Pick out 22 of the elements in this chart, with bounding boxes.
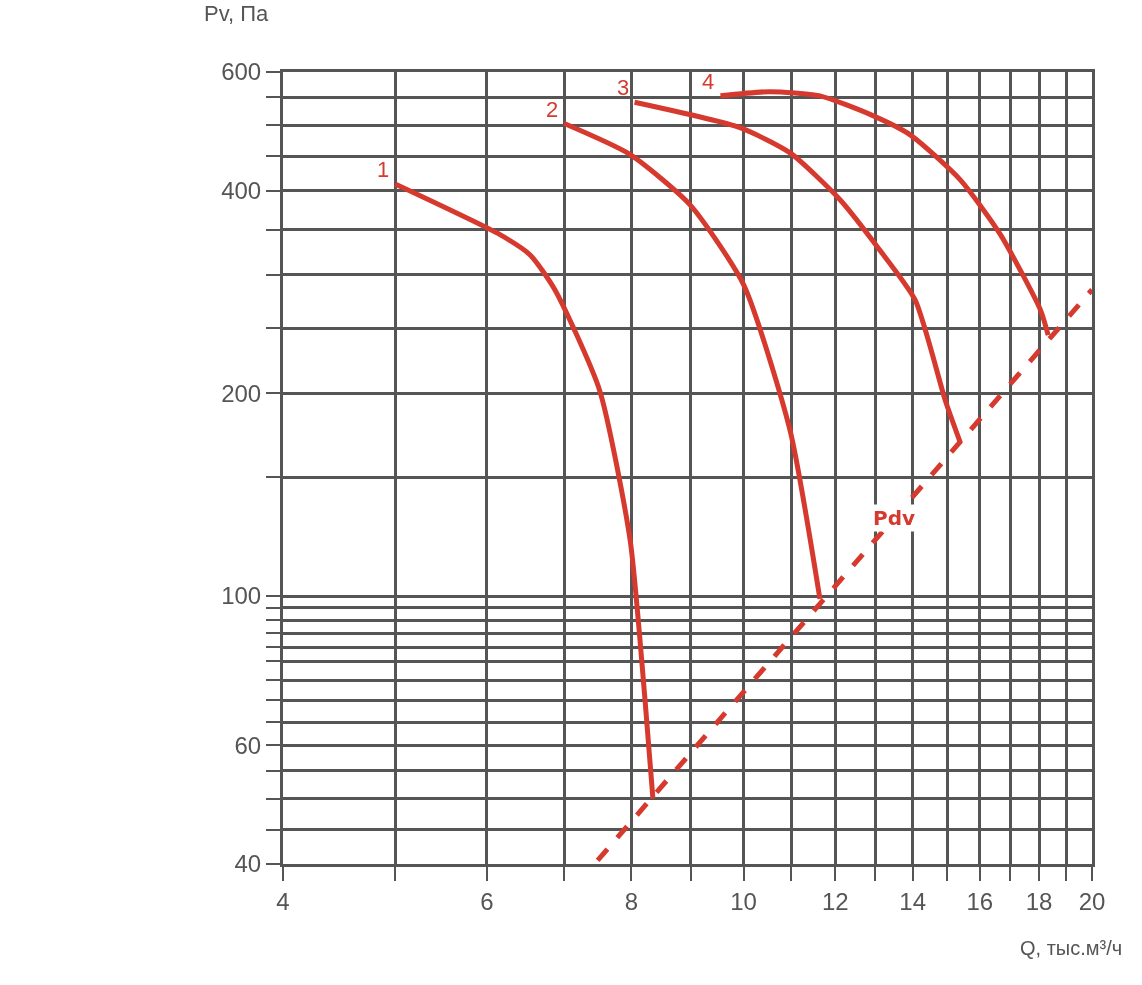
series-label: Pdv xyxy=(873,506,916,530)
x-tick-label: 18 xyxy=(1025,887,1053,915)
x-axis-title: Q, тыс.м³/ч xyxy=(1020,937,1123,959)
x-tick-label: 4 xyxy=(276,887,290,915)
x-tick-label: 12 xyxy=(821,887,849,915)
series-label: 4 xyxy=(702,69,715,94)
series-label: 1 xyxy=(377,157,390,182)
series-label: 2 xyxy=(546,97,559,122)
y-tick-label: 60 xyxy=(234,731,262,759)
x-tick-label: 16 xyxy=(966,887,994,915)
y-tick-label: 400 xyxy=(221,176,262,204)
y-tick-label: 100 xyxy=(221,582,262,610)
y-tick-label: 40 xyxy=(234,850,262,878)
y-axis-title: Pv, Па xyxy=(204,1,270,26)
x-tick-label: 10 xyxy=(730,887,757,915)
x-tick-label: 6 xyxy=(480,887,494,915)
x-tick-label: 20 xyxy=(1078,887,1106,915)
series-label: 3 xyxy=(617,75,630,100)
y-tick-label: 600 xyxy=(221,58,262,86)
x-tick-label: 8 xyxy=(624,887,639,915)
x-tick-label: 14 xyxy=(899,887,927,915)
y-tick-label: 200 xyxy=(221,379,262,407)
